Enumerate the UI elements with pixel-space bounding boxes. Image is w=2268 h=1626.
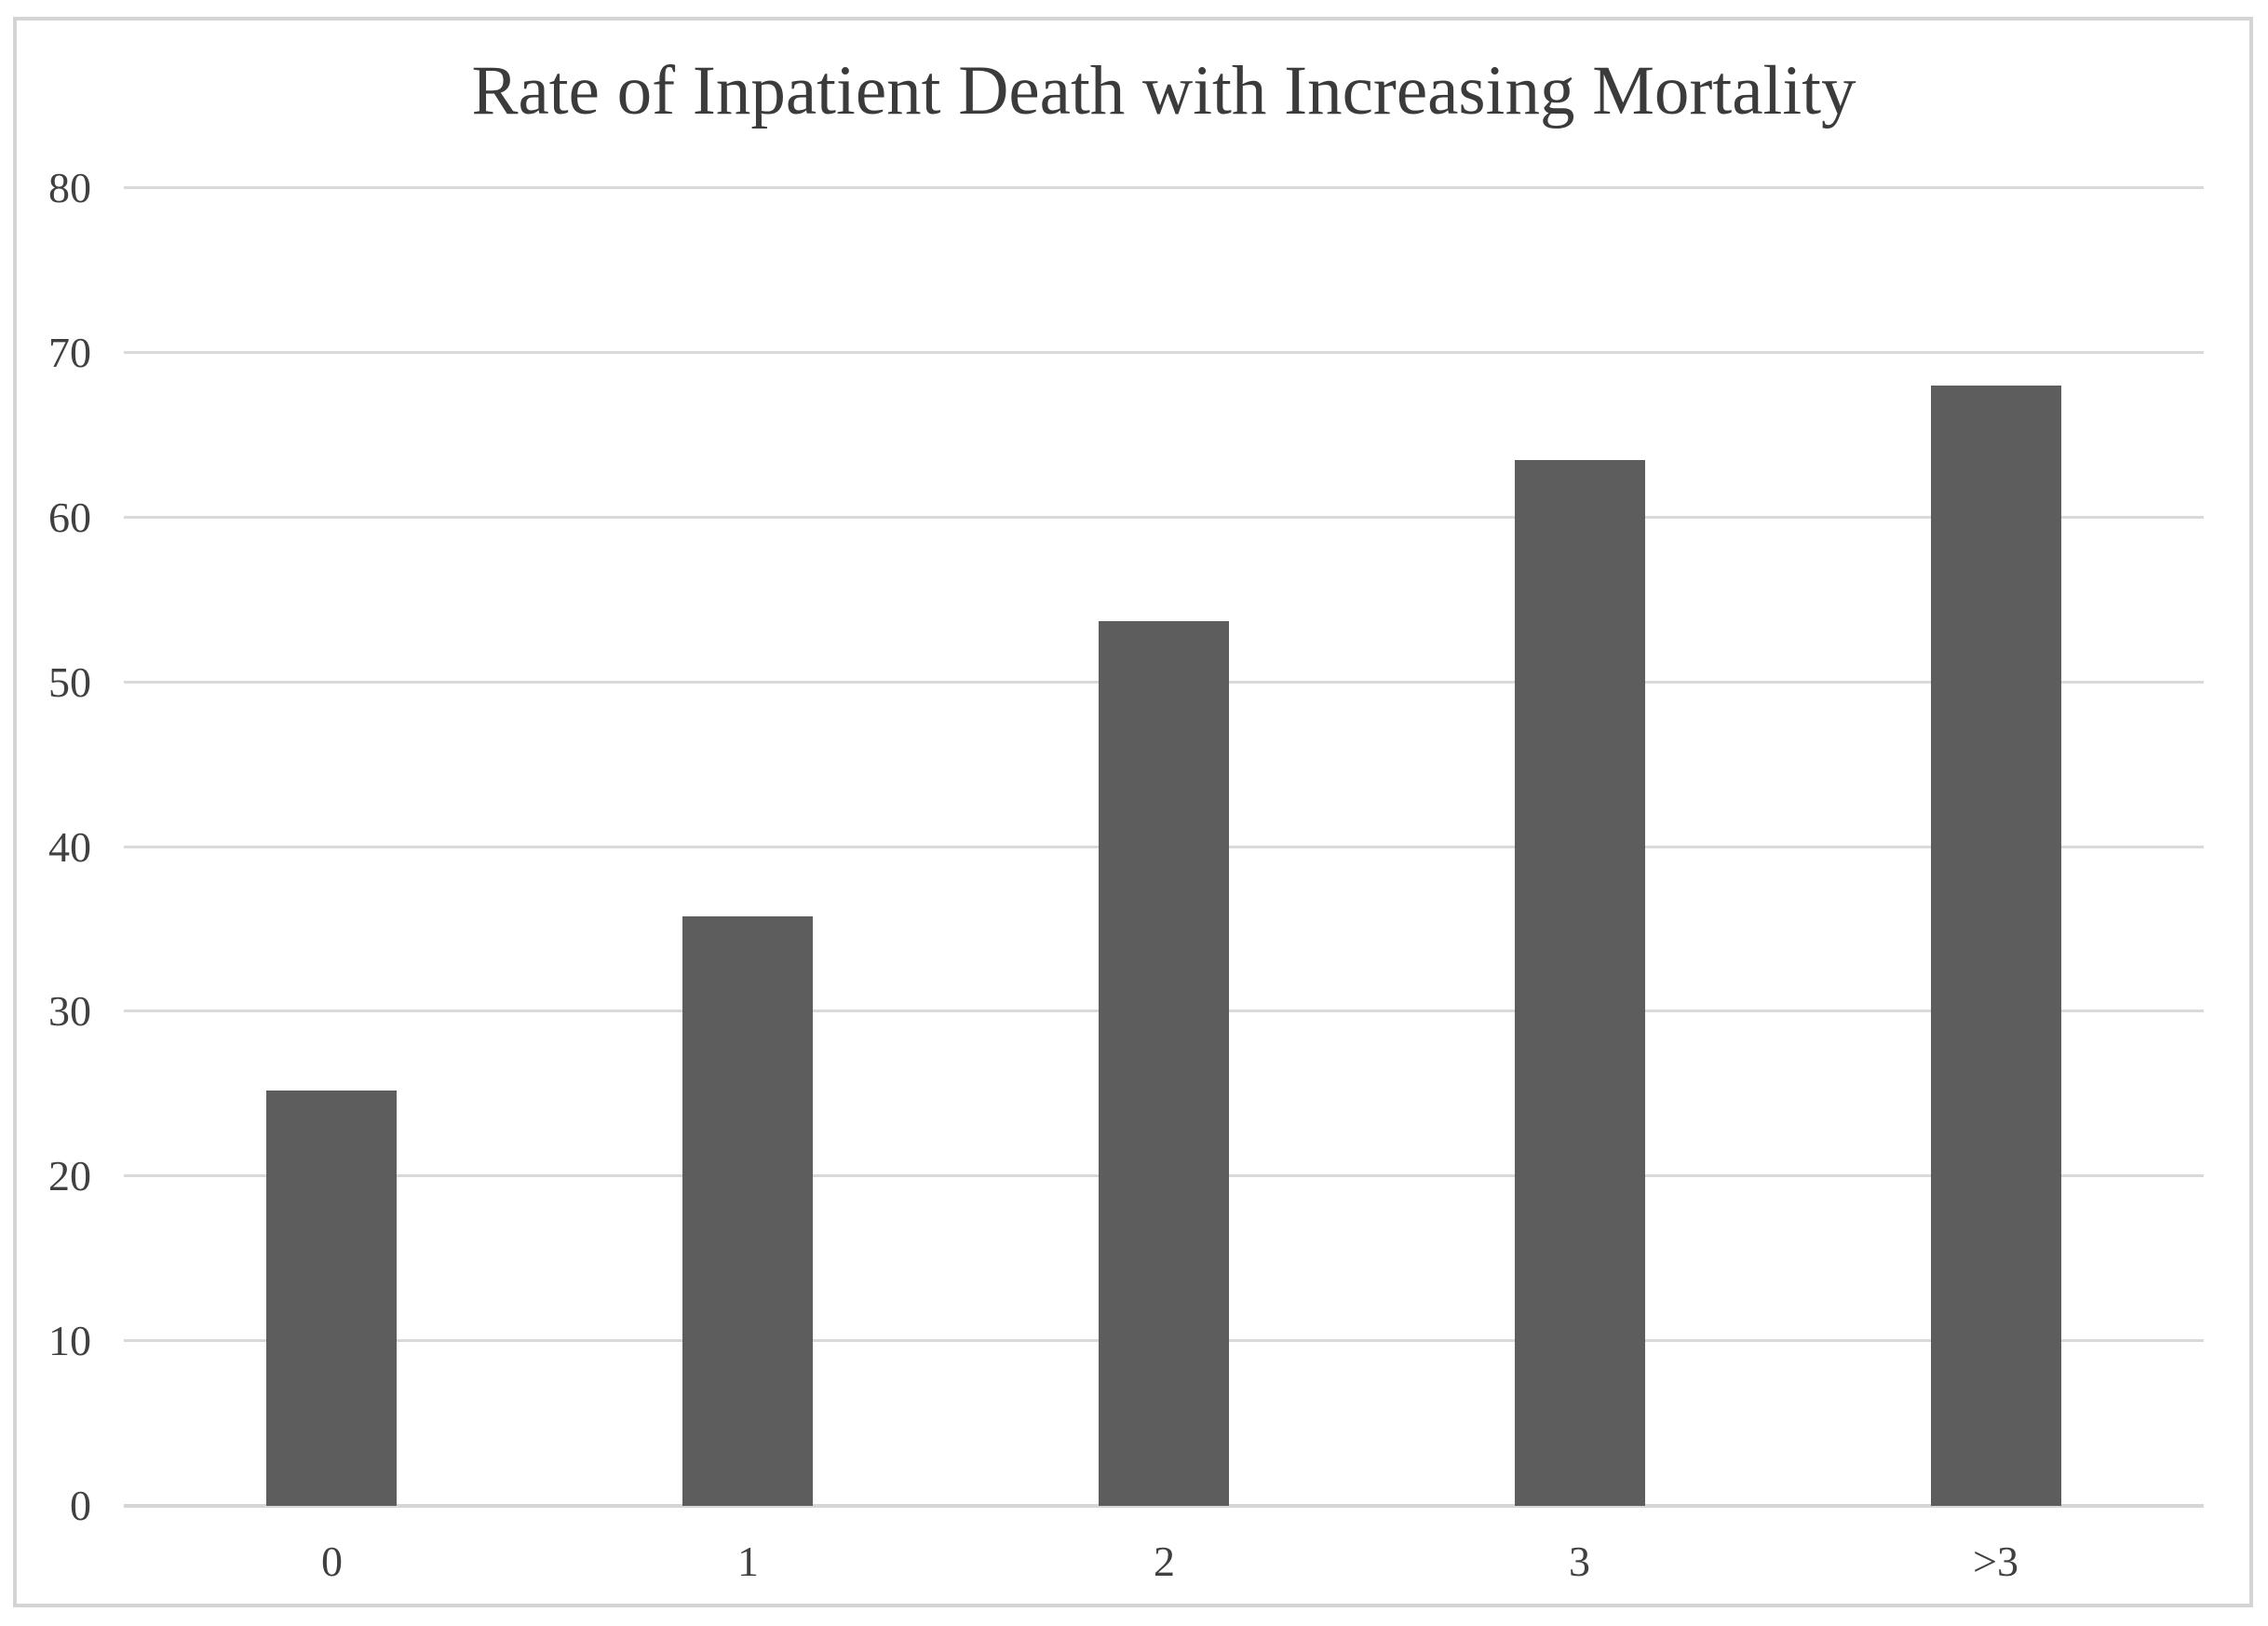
y-axis-tick-label: 10 [48,1317,91,1365]
y-axis-tick-label: 50 [48,657,91,706]
y-axis-tick-label: 20 [48,1152,91,1200]
y-axis-tick-label: 0 [70,1482,91,1529]
bar-category-1 [682,916,813,1506]
y-axis-tick-label: 40 [48,822,91,871]
x-axis-category-label: 2 [1154,1538,1175,1585]
chart-title: Rate of Inpatient Death with Increasing … [471,52,1856,129]
y-axis-tick-label: 60 [48,493,91,541]
bar-category-3 [1515,460,1645,1506]
y-axis-tick-label: 70 [48,328,91,376]
bar-category-0 [266,1091,397,1506]
x-axis-category-label: 1 [737,1538,759,1585]
bar-category->3 [1931,386,2061,1506]
y-axis-tick-label: 30 [48,987,91,1036]
x-axis-category-label: 3 [1569,1538,1590,1585]
y-axis-tick-label: 80 [48,164,91,211]
x-axis-category-label: >3 [1973,1538,2018,1585]
bar-category-2 [1099,621,1229,1506]
x-axis-category-label: 0 [321,1538,343,1585]
